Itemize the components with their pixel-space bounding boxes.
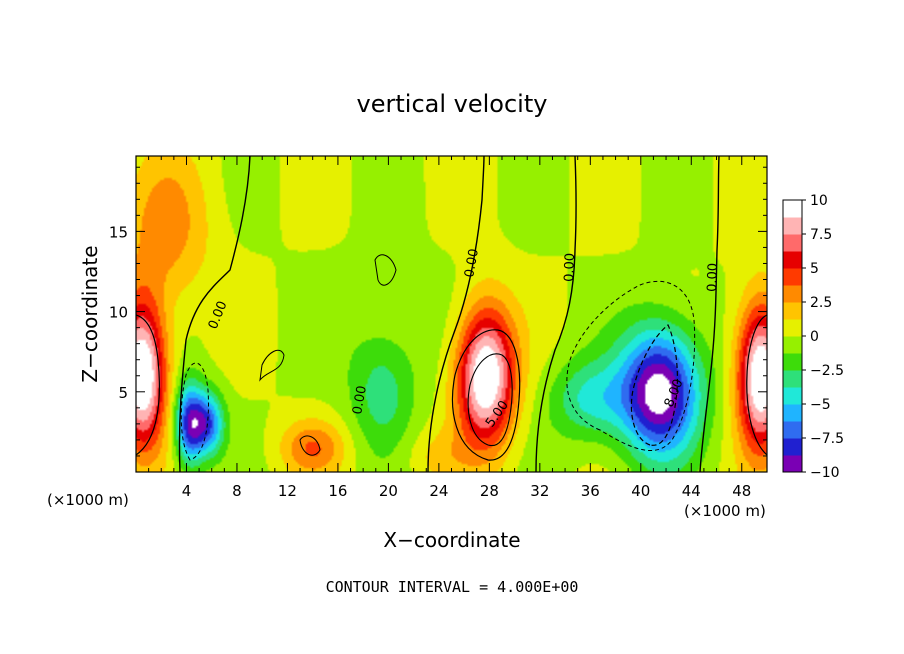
contour-label: 0.00 xyxy=(350,385,370,416)
contour-neg-5 xyxy=(566,280,696,451)
x-unit-right: (×1000 m) xyxy=(684,502,766,520)
colorbar-swatch xyxy=(783,421,802,439)
zero-contour xyxy=(699,156,720,472)
contour-neg-left xyxy=(180,362,209,461)
colorbar-tick-label: 5 xyxy=(810,261,819,277)
colorbar-tick-label: 10 xyxy=(810,193,828,209)
contour-label: 0.00 xyxy=(562,253,578,282)
contour-label: 0.00 xyxy=(462,248,482,279)
contour-interval-footer: CONTOUR INTERVAL = 4.000E+00 xyxy=(326,578,579,596)
colorbar-tick-label: −5 xyxy=(810,397,831,413)
colorbar-swatch xyxy=(783,455,802,473)
velocity-field-image xyxy=(136,156,767,472)
x-tick-label: 24 xyxy=(429,482,448,500)
zero-contour xyxy=(427,156,485,472)
colorbar-swatch xyxy=(783,217,802,235)
colorbar-tick-label: 7.5 xyxy=(810,227,832,243)
colorbar-swatch xyxy=(783,285,802,303)
x-axis: 4 8 12 16 20 24 28 32 36 40 44 48 xyxy=(148,156,755,500)
colorbar-swatch xyxy=(783,200,802,218)
colorbar-swatch xyxy=(783,387,802,405)
x-tick-label: 16 xyxy=(328,482,347,500)
colorbar-swatch xyxy=(783,336,802,354)
contour-label: 0.00 xyxy=(705,263,721,292)
x-tick-label: 12 xyxy=(278,482,297,500)
colorbar-swatch xyxy=(783,404,802,422)
heatmap-field: 0.00 0.00 0.00 0.00 0.00 5.00 8.00 xyxy=(136,156,767,472)
x-tick-label: 40 xyxy=(631,482,650,500)
small-contour xyxy=(259,349,285,382)
contour-right-edge xyxy=(746,314,767,456)
y-axis-label: Z−coordinate xyxy=(78,245,102,382)
y-axis: 5 10 15 xyxy=(109,166,767,457)
y-tick-label: 15 xyxy=(109,223,128,241)
colorbar-swatch xyxy=(783,234,802,252)
zero-contour xyxy=(535,156,577,472)
colorbar-swatch xyxy=(783,438,802,456)
colorbar-tick-label: −7.5 xyxy=(810,431,844,447)
colorbar-tick-label: −10 xyxy=(810,465,840,481)
colorbar-swatch xyxy=(783,268,802,286)
small-contour xyxy=(374,254,397,286)
colorbar-tick-label: −2.5 xyxy=(810,363,844,379)
x-tick-label: 48 xyxy=(732,482,751,500)
colorbar-tick-label: 2.5 xyxy=(810,295,832,311)
y-tick-label: 10 xyxy=(109,304,128,322)
colorbar-tick-label: 0 xyxy=(810,329,819,345)
x-tick-label: 36 xyxy=(581,482,600,500)
colorbar-swatch xyxy=(783,302,802,320)
contour-5 xyxy=(452,329,521,461)
y-tick-label: 5 xyxy=(118,384,128,402)
colorbar-swatch xyxy=(783,319,802,337)
contour-8 xyxy=(467,353,513,447)
zero-contour xyxy=(178,156,251,472)
chart-title: vertical velocity xyxy=(357,90,548,118)
x-tick-label: 28 xyxy=(480,482,499,500)
x-unit-left: (×1000 m) xyxy=(47,491,129,509)
x-tick-label: 20 xyxy=(379,482,398,500)
x-tick-label: 4 xyxy=(182,482,192,500)
contour-neg-8 xyxy=(630,324,679,446)
contour-left-edge xyxy=(136,314,160,456)
x-axis-label: X−coordinate xyxy=(383,528,520,552)
colorbar-swatch xyxy=(783,251,802,269)
colorbar: 10 7.5 5 2.5 0 −2.5 −5 −7.5 −10 xyxy=(782,193,844,481)
colorbar-swatch xyxy=(783,353,802,371)
x-tick-label: 44 xyxy=(682,482,701,500)
x-tick-label: 32 xyxy=(530,482,549,500)
contour-lines xyxy=(136,156,767,472)
x-tick-label: 8 xyxy=(232,482,242,500)
colorbar-swatch xyxy=(783,370,802,388)
small-contour xyxy=(299,435,321,456)
